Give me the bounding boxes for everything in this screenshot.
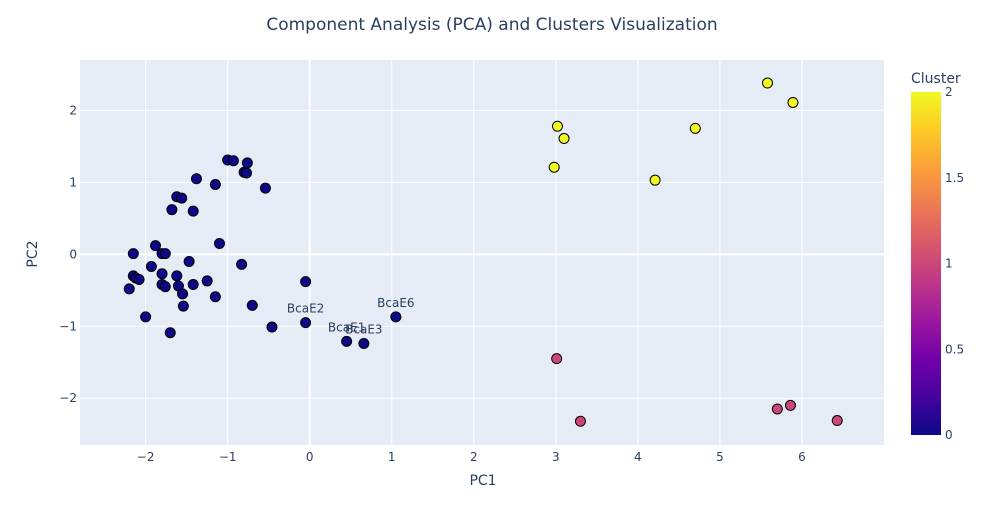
data-point <box>156 268 168 280</box>
data-point <box>649 174 661 186</box>
data-point <box>266 321 278 333</box>
colorbar-tick-label: 0.5 <box>945 342 964 356</box>
x-axis-title: PC1 <box>469 473 496 489</box>
data-point <box>574 415 586 427</box>
scatter-points <box>123 77 843 427</box>
data-point <box>201 275 213 287</box>
y-tick-label: −1 <box>59 319 77 333</box>
point-label: BcaE1 <box>328 320 365 334</box>
colorbar-tick-label: 1 <box>945 257 953 271</box>
data-point <box>787 96 799 108</box>
x-tick-label: 0 <box>306 450 314 464</box>
data-point <box>548 161 560 173</box>
y-tick-label: 0 <box>69 247 77 261</box>
x-tick-label: 5 <box>716 450 724 464</box>
data-point <box>209 178 221 190</box>
data-point <box>784 399 796 411</box>
data-point <box>236 258 248 270</box>
x-tick-label: −1 <box>219 450 237 464</box>
data-point <box>140 311 152 323</box>
data-point <box>551 353 563 365</box>
data-point <box>831 415 843 427</box>
plot-area <box>80 60 884 445</box>
data-point <box>551 120 563 132</box>
data-point <box>558 132 570 144</box>
colorbar-gradient <box>911 92 941 435</box>
data-point <box>183 255 195 267</box>
x-tick-label: 3 <box>552 450 560 464</box>
colorbar-tick-label: 1.5 <box>945 171 964 185</box>
data-point <box>127 248 139 260</box>
x-tick-label: 1 <box>388 450 396 464</box>
data-point <box>159 281 171 293</box>
data-point <box>123 283 135 295</box>
data-point <box>246 299 258 311</box>
x-tick-label: −2 <box>137 450 155 464</box>
colorbar-tick-label: 0 <box>945 428 953 442</box>
data-point <box>227 155 239 167</box>
y-tick-label: 1 <box>69 175 77 189</box>
colorbar-tick-label: 2 <box>945 85 953 99</box>
data-point <box>133 273 145 285</box>
data-point <box>187 279 199 291</box>
data-point <box>241 157 253 169</box>
y-tick-label: 2 <box>69 103 77 117</box>
data-point <box>213 238 225 250</box>
data-point <box>187 205 199 217</box>
y-tick-label: −2 <box>59 391 77 405</box>
colorbar-title: Cluster <box>911 71 961 87</box>
point-label: BcaE2 <box>287 302 324 316</box>
data-point <box>241 167 253 179</box>
data-point <box>358 338 370 350</box>
data-point <box>176 192 188 204</box>
colorbar-ticks: 0 0.5 1 1.5 2 <box>945 85 964 442</box>
data-point <box>771 403 783 415</box>
data-point <box>166 204 178 216</box>
data-point <box>145 261 157 273</box>
point-label: BcaE3 <box>345 323 382 337</box>
x-tick-label: 6 <box>798 450 806 464</box>
data-point <box>209 291 221 303</box>
data-point <box>341 335 353 347</box>
point-label: BcaE6 <box>377 296 414 310</box>
data-point <box>177 288 189 300</box>
data-point <box>149 240 161 252</box>
data-point <box>390 311 402 323</box>
chart-title: Component Analysis (PCA) and Clusters Vi… <box>266 15 717 35</box>
x-tick-label: 2 <box>470 450 478 464</box>
x-axis-ticks: −2 −1 0 1 2 3 4 5 6 <box>137 450 806 464</box>
data-point <box>177 300 189 312</box>
x-tick-label: 4 <box>634 450 642 464</box>
data-point <box>190 173 202 185</box>
y-axis-ticks: −2 −1 0 1 2 <box>59 103 77 405</box>
data-point <box>689 122 701 134</box>
data-point <box>159 248 171 260</box>
data-point <box>300 276 312 288</box>
data-point <box>762 77 774 89</box>
colorbar: Cluster 0 0.5 1 1.5 2 <box>911 71 964 442</box>
data-point <box>259 182 271 194</box>
y-axis-title: PC2 <box>25 240 41 267</box>
data-point <box>164 327 176 339</box>
data-point <box>171 270 183 282</box>
data-point <box>300 317 312 329</box>
